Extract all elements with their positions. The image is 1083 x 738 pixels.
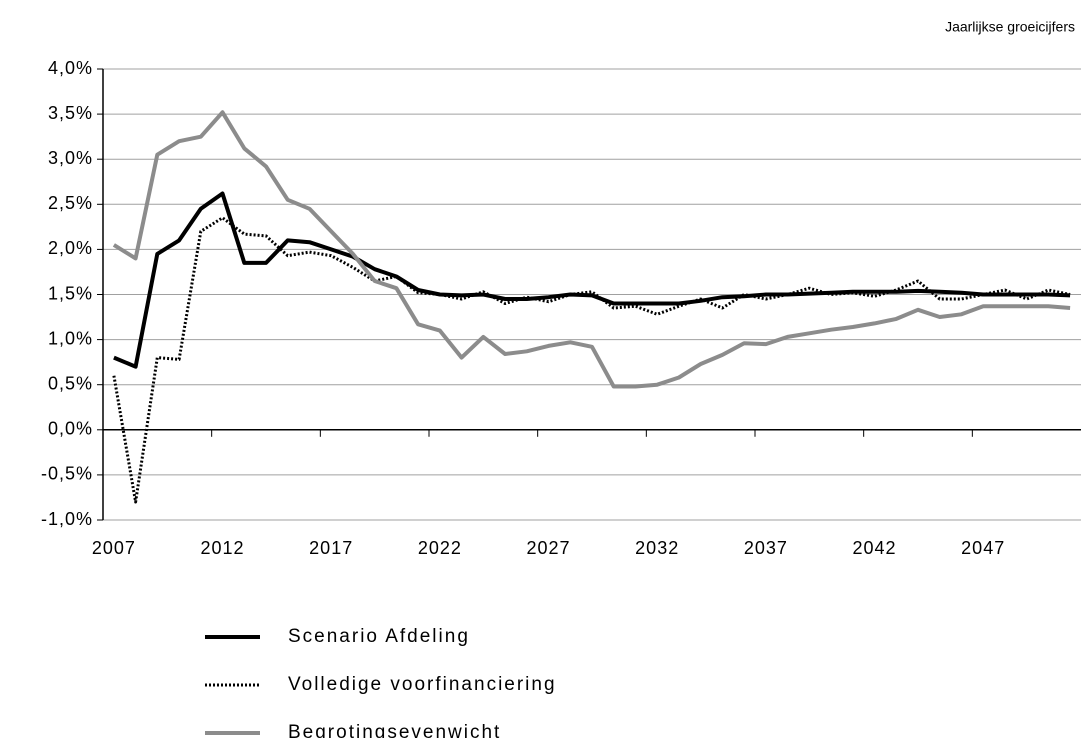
y-tick-label: 1,0% (48, 328, 93, 348)
y-tick-label: 2,5% (48, 193, 93, 213)
chart-subtitle: Jaarlijkse groeicijfers (945, 19, 1075, 35)
x-tick-label: 2017 (309, 538, 353, 558)
x-tick-label: 2037 (744, 538, 788, 558)
legend-label: Begrotingsevenwicht (288, 722, 501, 738)
x-tick-label: 2027 (527, 538, 571, 558)
series-line (113, 191, 1071, 369)
series-line (112, 110, 1071, 389)
y-tick-label: 3,0% (48, 148, 93, 168)
x-tick-label: 2022 (418, 538, 462, 558)
y-tick-label: 4,0% (48, 58, 93, 78)
y-tick-label: 3,5% (48, 103, 93, 123)
y-tick-label: -0,5% (41, 464, 93, 484)
y-tick-label: 1,5% (48, 283, 93, 303)
x-tick-label: 2007 (92, 538, 136, 558)
x-tick-label: 2012 (201, 538, 245, 558)
x-tick-label: 2047 (961, 538, 1005, 558)
y-tick-label: 2,0% (48, 238, 93, 258)
series-line (112, 216, 1071, 504)
x-tick-label: 2032 (635, 538, 679, 558)
legend-label: Volledige voorfinanciering (288, 674, 557, 695)
y-tick-label: -1,0% (41, 509, 93, 529)
x-tick-label: 2042 (853, 538, 897, 558)
y-tick-label: 0,5% (48, 373, 93, 393)
y-tick-label: 0,0% (48, 419, 93, 439)
legend-label: Scenario Afdeling (288, 626, 470, 647)
